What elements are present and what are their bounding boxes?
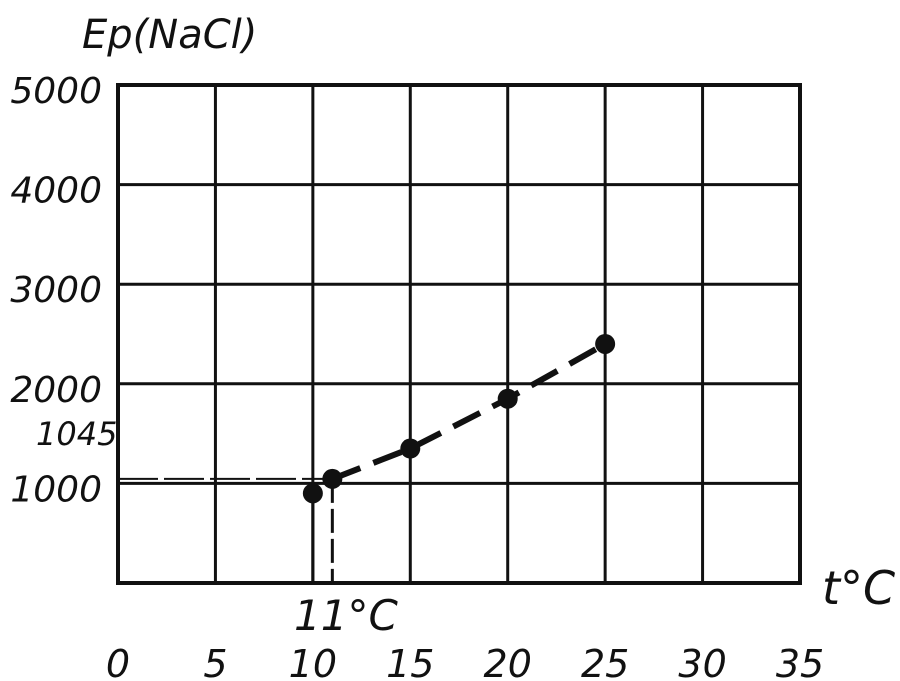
data-point: [302, 483, 323, 504]
x-tick-label: 30: [678, 642, 726, 681]
data-point: [595, 333, 616, 354]
x-tick-label: 0: [106, 642, 130, 681]
plot-frame: [116, 83, 802, 585]
y-tick-label: 2000: [10, 370, 102, 411]
grid: [118, 85, 800, 583]
y-tick-label: 4000: [10, 171, 102, 212]
data-point: [497, 388, 518, 409]
annotation-11c: 11°C: [294, 591, 398, 640]
x-tick-label: 10: [289, 642, 337, 681]
x-tick-labels: 0 5 10 15 20 25 30 35: [106, 642, 824, 681]
x-tick-label: 25: [581, 642, 629, 681]
series-line: [331, 341, 607, 482]
y-axis-label: Ep(NaCl): [82, 12, 257, 58]
x-tick-label: 5: [203, 642, 227, 681]
data-point: [322, 468, 343, 489]
x-axis-label: t°C: [822, 561, 895, 615]
x-tick-label: 35: [776, 642, 824, 681]
y-tick-label: 5000: [10, 71, 102, 112]
y-tick-label: 1000: [10, 469, 102, 510]
series: [302, 333, 616, 504]
x-tick-label: 20: [484, 642, 532, 681]
reference-lines: [118, 477, 334, 583]
annotation-1045: 1045: [36, 415, 117, 453]
y-tick-label: 3000: [10, 270, 102, 311]
y-tick-labels: 1000 2000 3000 4000 5000: [10, 71, 102, 510]
x-tick-label: 15: [386, 642, 434, 681]
data-point: [400, 438, 421, 459]
